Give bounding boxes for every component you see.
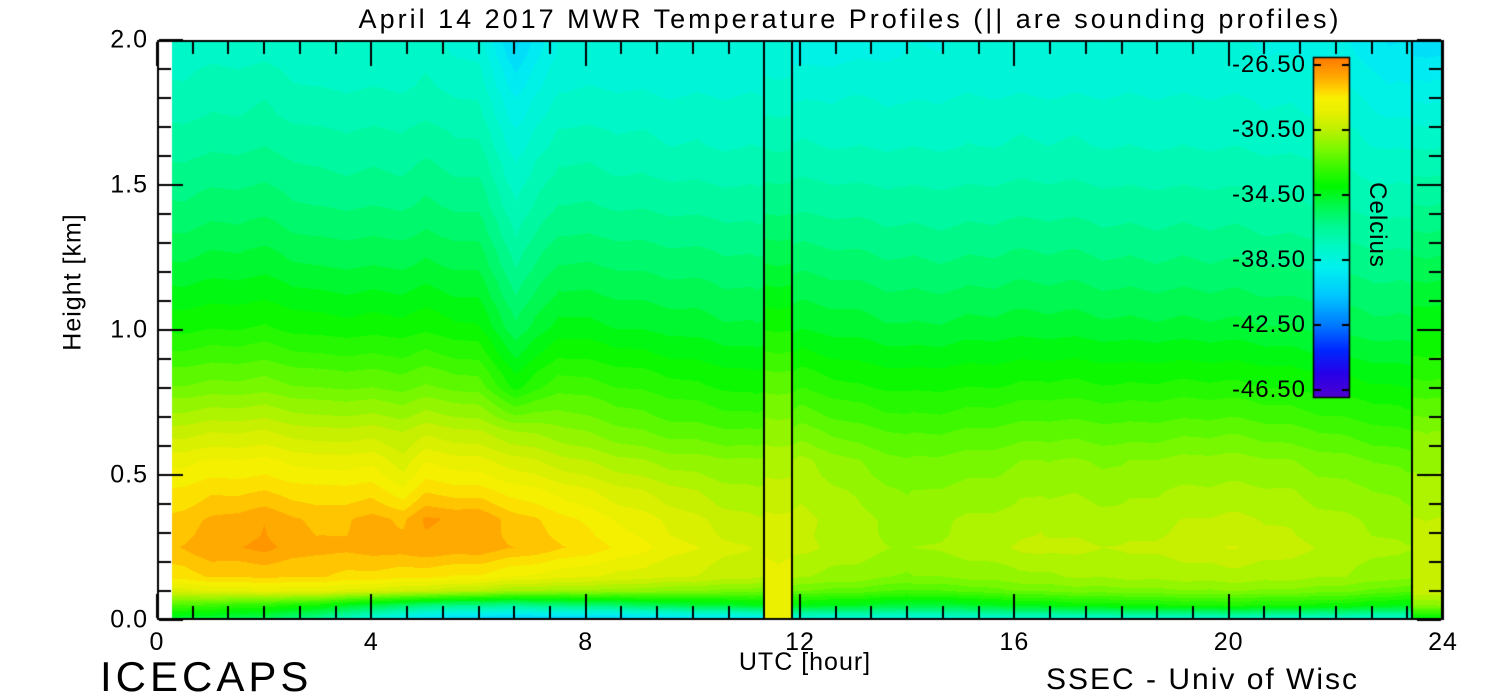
colorbar-tick-label: -42.50 [1231,310,1306,338]
x-tick-label: 0 [149,628,165,656]
x-tick-label: 8 [578,628,594,656]
x-axis-label: UTC [hour] [738,648,872,676]
chart-title: April 14 2017 MWR Temperature Profiles (… [358,4,1342,34]
y-tick-label: 1.0 [110,315,148,344]
x-tick-label: 16 [999,628,1030,656]
colorbar-tick-label: -26.50 [1231,51,1306,79]
colorbar-tick-label: -46.50 [1231,375,1306,403]
y-tick-label: 0.0 [110,605,148,634]
watermark-ssec: SSEC - Univ of Wisc [1046,663,1360,696]
y-tick-label: 2.0 [110,25,148,54]
x-tick-label: 20 [1213,628,1244,656]
x-tick-label: 12 [785,628,815,656]
x-tick-label: 24 [1428,628,1458,656]
colorbar-tick-label: -30.50 [1231,116,1306,144]
colorbar-label: Celcius [1364,182,1391,268]
colorbar-tick-label: -34.50 [1231,181,1306,209]
y-tick-label: 0.5 [110,460,148,489]
x-tick-label: 4 [363,628,379,656]
y-tick-label: 1.5 [110,170,148,199]
colorbar-tick-label: -38.50 [1231,245,1306,273]
watermark-icecaps: ICECAPS [100,653,313,700]
